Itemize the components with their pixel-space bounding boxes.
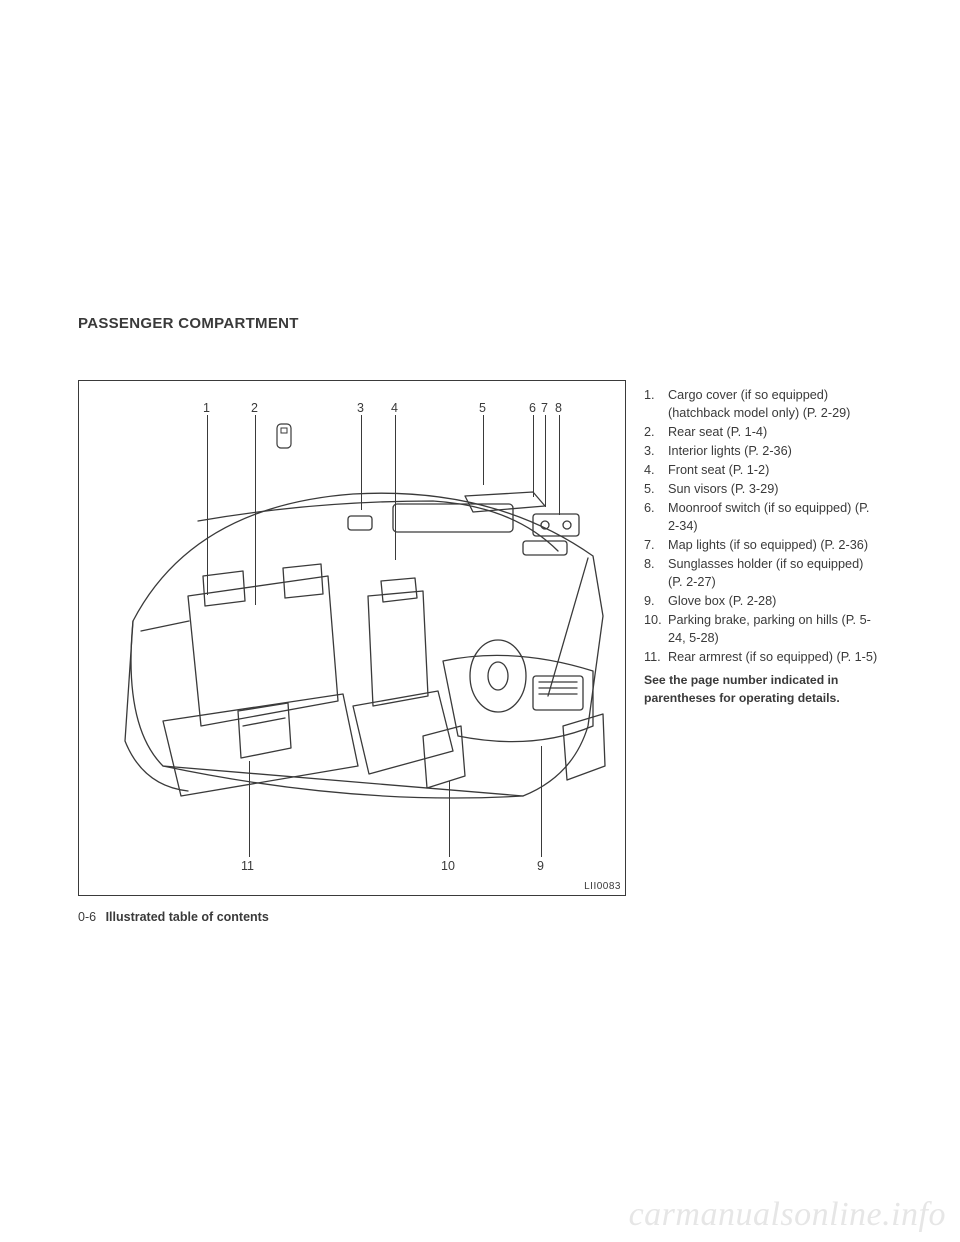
legend-list: 1.Cargo cover (if so equipped) (hatchbac… [644,380,880,896]
legend-num: 1. [644,386,668,422]
footer-section-title: Illustrated table of contents [106,910,269,924]
legend-text: Moonroof switch (if so equipped) (P. 2-3… [668,499,880,535]
figure-box: 1 2 3 4 5 6 7 8 11 10 9 [78,380,626,896]
figure-code: LII0083 [584,881,621,892]
callout-7: 7 [541,401,548,415]
legend-text: Sunglasses holder (if so equipped) (P. 2… [668,555,880,591]
legend-text: Front seat (P. 1-2) [668,461,880,479]
car-interior-illustration [93,466,613,836]
legend-text: Parking brake, parking on hills (P. 5-24… [668,611,880,647]
legend-item: 4.Front seat (P. 1-2) [644,461,880,479]
page-content: PASSENGER COMPARTMENT 1 2 3 4 5 6 7 8 [78,315,882,924]
legend-item: 1.Cargo cover (if so equipped) (hatchbac… [644,386,880,422]
callout-9: 9 [537,859,544,873]
footer-page-number: 0-6 [78,910,96,924]
callout-4: 4 [391,401,398,415]
callout-11: 11 [241,859,254,873]
legend-text: Map lights (if so equipped) (P. 2-36) [668,536,880,554]
legend-num: 3. [644,442,668,460]
interior-light-icon [273,421,295,451]
callout-10: 10 [441,859,455,873]
legend-num: 9. [644,592,668,610]
watermark: carmanualsonline.info [629,1196,946,1234]
legend-text: Rear armrest (if so equipped) (P. 1-5) [668,648,880,666]
legend-item: 2.Rear seat (P. 1-4) [644,423,880,441]
legend-item: 3.Interior lights (P. 2-36) [644,442,880,460]
legend-text: Cargo cover (if so equipped) (hatchback … [668,386,880,422]
figure-inner: 1 2 3 4 5 6 7 8 11 10 9 [79,381,625,895]
legend-item: 11.Rear armrest (if so equipped) (P. 1-5… [644,648,880,666]
legend-num: 2. [644,423,668,441]
legend-item: 6.Moonroof switch (if so equipped) (P. 2… [644,499,880,535]
legend-num: 7. [644,536,668,554]
legend-text: Rear seat (P. 1-4) [668,423,880,441]
callout-5: 5 [479,401,486,415]
legend-num: 4. [644,461,668,479]
legend-num: 5. [644,480,668,498]
legend-text: Interior lights (P. 2-36) [668,442,880,460]
callout-6: 6 [529,401,536,415]
content-row: 1 2 3 4 5 6 7 8 11 10 9 [78,380,882,896]
legend-text: Sun visors (P. 3-29) [668,480,880,498]
legend-text: Glove box (P. 2-28) [668,592,880,610]
legend-item: 9.Glove box (P. 2-28) [644,592,880,610]
section-heading: PASSENGER COMPARTMENT [78,315,882,332]
callout-8: 8 [555,401,562,415]
legend-item: 5.Sun visors (P. 3-29) [644,480,880,498]
callout-2: 2 [251,401,258,415]
page-footer: 0-6 Illustrated table of contents [78,910,882,924]
legend-num: 11. [644,648,668,666]
legend-note: See the page number indicated in parenth… [644,672,880,707]
legend-num: 8. [644,555,668,591]
callout-3: 3 [357,401,364,415]
legend-num: 6. [644,499,668,535]
legend-item: 7.Map lights (if so equipped) (P. 2-36) [644,536,880,554]
legend-item: 8.Sunglasses holder (if so equipped) (P.… [644,555,880,591]
callout-1: 1 [203,401,210,415]
legend-num: 10. [644,611,668,647]
legend-item: 10.Parking brake, parking on hills (P. 5… [644,611,880,647]
